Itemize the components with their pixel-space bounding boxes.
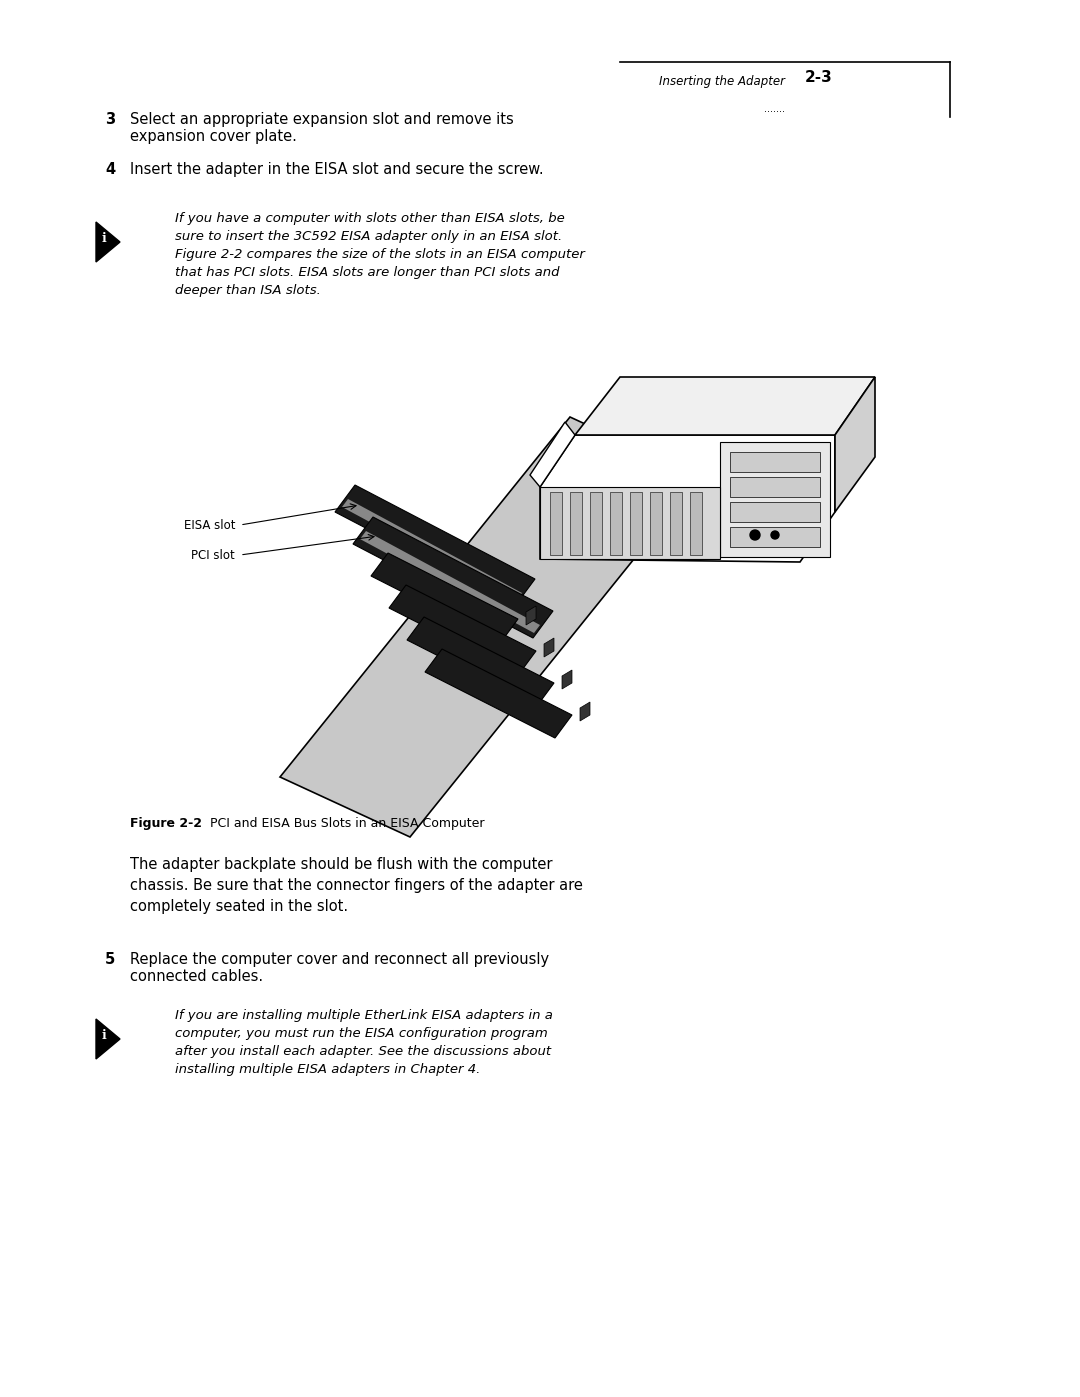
Polygon shape xyxy=(610,492,622,555)
Circle shape xyxy=(771,531,779,539)
Text: EISA slot: EISA slot xyxy=(184,518,235,531)
Polygon shape xyxy=(590,492,602,555)
Polygon shape xyxy=(690,492,702,555)
Polygon shape xyxy=(335,485,535,606)
Polygon shape xyxy=(730,476,820,497)
Circle shape xyxy=(750,529,760,541)
Polygon shape xyxy=(342,499,522,601)
Polygon shape xyxy=(575,377,875,434)
Text: If you are installing multiple EtherLink EISA adapters in a
computer, you must r: If you are installing multiple EtherLink… xyxy=(175,1009,553,1076)
Text: 5: 5 xyxy=(105,951,116,967)
Polygon shape xyxy=(650,492,662,555)
Text: If you have a computer with slots other than EISA slots, be
sure to insert the 3: If you have a computer with slots other … xyxy=(175,212,585,298)
Polygon shape xyxy=(835,377,875,511)
Polygon shape xyxy=(720,441,831,557)
Text: 2-3: 2-3 xyxy=(805,70,833,85)
Text: Inserting the Adapter: Inserting the Adapter xyxy=(659,75,785,88)
Polygon shape xyxy=(630,492,642,555)
Text: Replace the computer cover and reconnect all previously
connected cables.: Replace the computer cover and reconnect… xyxy=(130,951,549,985)
Polygon shape xyxy=(540,434,835,562)
Polygon shape xyxy=(372,553,518,643)
Polygon shape xyxy=(730,502,820,522)
Text: Insert the adapter in the EISA slot and secure the screw.: Insert the adapter in the EISA slot and … xyxy=(130,162,543,177)
Polygon shape xyxy=(360,531,540,633)
Text: Figure 2-2: Figure 2-2 xyxy=(130,817,202,830)
Text: i: i xyxy=(102,1030,106,1042)
Text: PCI and EISA Bus Slots in an EISA Computer: PCI and EISA Bus Slots in an EISA Comput… xyxy=(202,817,485,830)
Polygon shape xyxy=(426,650,572,738)
Polygon shape xyxy=(530,422,575,488)
Polygon shape xyxy=(550,492,562,555)
Text: .......: ....... xyxy=(764,103,785,115)
Text: 3: 3 xyxy=(105,112,116,127)
Polygon shape xyxy=(280,416,700,837)
Text: Select an appropriate expansion slot and remove its
expansion cover plate.: Select an appropriate expansion slot and… xyxy=(130,112,514,144)
Polygon shape xyxy=(540,488,720,559)
Polygon shape xyxy=(407,617,554,705)
Polygon shape xyxy=(562,671,572,689)
Polygon shape xyxy=(670,492,681,555)
Polygon shape xyxy=(580,703,590,721)
Text: PCI slot: PCI slot xyxy=(191,549,235,562)
Polygon shape xyxy=(96,222,120,263)
Polygon shape xyxy=(544,638,554,657)
Polygon shape xyxy=(730,453,820,472)
Polygon shape xyxy=(389,585,536,673)
Polygon shape xyxy=(353,517,553,638)
Polygon shape xyxy=(570,492,582,555)
Polygon shape xyxy=(526,606,536,624)
Text: 4: 4 xyxy=(105,162,116,177)
Polygon shape xyxy=(730,527,820,548)
Text: The adapter backplate should be flush with the computer
chassis. Be sure that th: The adapter backplate should be flush wi… xyxy=(130,856,583,914)
Text: i: i xyxy=(102,232,106,244)
Polygon shape xyxy=(96,1018,120,1059)
